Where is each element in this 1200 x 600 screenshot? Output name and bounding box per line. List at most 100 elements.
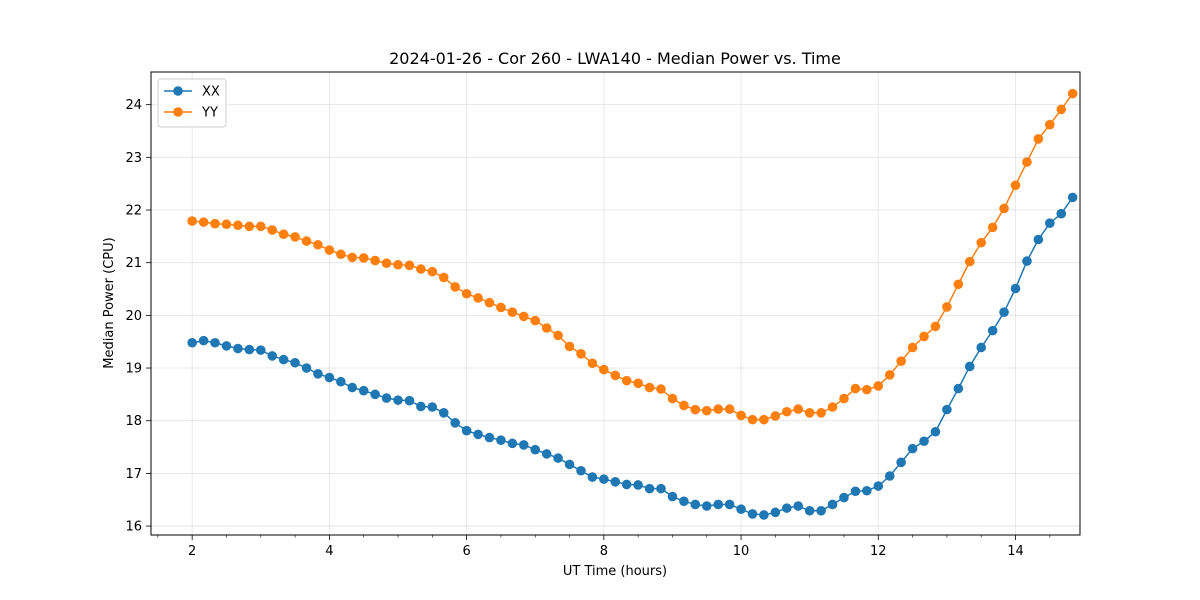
legend-item-xx: XX: [164, 85, 220, 100]
data-point-xx: [610, 476, 621, 487]
data-point-xx: [347, 382, 358, 393]
data-point-xx: [518, 440, 529, 450]
data-point-xx: [942, 404, 952, 415]
data-point-yy: [816, 407, 826, 418]
data-point-yy: [301, 236, 312, 246]
data-point-xx: [1067, 192, 1078, 203]
data-point-yy: [358, 253, 369, 263]
data-point-xx: [404, 395, 415, 406]
data-point-xx: [907, 443, 918, 454]
legend-marker: [173, 86, 183, 96]
data-point-xx: [599, 474, 609, 484]
chart-title: 2024-01-26 - Cor 260 - LWA140 - Median P…: [389, 49, 841, 68]
data-point-yy: [999, 203, 1009, 214]
data-point-xx: [313, 369, 323, 379]
y-tick-label: 19: [125, 362, 142, 377]
data-point-yy: [907, 342, 918, 353]
data-point-yy: [1033, 134, 1044, 144]
data-point-yy: [782, 406, 792, 417]
data-point-xx: [736, 504, 746, 514]
data-point-xx: [244, 344, 255, 355]
data-point-xx: [210, 337, 220, 348]
data-point-xx: [873, 481, 884, 491]
data-point-yy: [1067, 88, 1078, 99]
x-tick-label: 8: [600, 544, 608, 559]
data-point-yy: [1022, 157, 1032, 167]
data-point-yy: [210, 218, 220, 229]
data-point-xx: [1022, 256, 1032, 266]
series-line-xx: [192, 196, 1074, 516]
data-point-xx: [793, 501, 804, 511]
data-point-yy: [656, 384, 666, 394]
data-point-yy: [278, 229, 289, 240]
y-tick-label: 17: [125, 467, 142, 482]
data-point-xx: [473, 429, 483, 440]
data-point-xx: [724, 499, 735, 510]
data-point-yy: [416, 264, 426, 274]
data-point-yy: [770, 411, 781, 421]
plot-frame: [150, 71, 1081, 536]
data-point-yy: [553, 330, 563, 341]
data-point-xx: [633, 480, 643, 490]
data-point-xx: [484, 432, 495, 443]
data-point-yy: [759, 414, 769, 425]
data-point-yy: [221, 219, 232, 230]
data-point-xx: [976, 342, 986, 353]
data-point-yy: [884, 370, 895, 380]
legend-label: XX: [202, 85, 220, 100]
data-point-xx: [358, 385, 369, 396]
data-point-yy: [450, 282, 460, 292]
legend-item-yy: YY: [164, 106, 218, 121]
data-point-xx: [427, 402, 438, 412]
data-point-yy: [793, 404, 804, 414]
data-point-yy: [518, 311, 529, 322]
data-point-yy: [393, 259, 403, 270]
data-point-yy: [621, 375, 632, 386]
data-point-xx: [816, 505, 826, 516]
data-point-xx: [198, 335, 209, 346]
data-point-xx: [919, 436, 929, 447]
data-point-yy: [701, 405, 712, 416]
x-axis-label: UT Time (hours): [563, 564, 667, 579]
y-tick-label: 22: [125, 204, 142, 219]
legend-label: YY: [201, 106, 218, 121]
data-point-xx: [679, 496, 689, 507]
data-point-yy: [919, 331, 929, 342]
data-point-xx: [290, 357, 300, 368]
data-point-yy: [473, 293, 483, 303]
data-point-yy: [804, 407, 815, 418]
x-tick-label: 12: [870, 544, 887, 559]
data-point-xx: [576, 465, 586, 476]
data-point-yy: [667, 393, 678, 404]
data-point-yy: [690, 404, 701, 415]
x-tick-label: 4: [325, 544, 333, 559]
data-point-yy: [530, 315, 541, 326]
data-point-yy: [541, 323, 552, 333]
data-point-yy: [484, 297, 495, 308]
data-point-yy: [507, 307, 518, 317]
data-point-yy: [198, 217, 209, 227]
data-point-yy: [953, 279, 964, 290]
data-point-yy: [862, 384, 872, 395]
data-point-yy: [461, 288, 472, 299]
data-point-yy: [896, 356, 906, 366]
data-point-yy: [404, 260, 415, 271]
data-point-yy: [564, 341, 575, 352]
data-point-yy: [438, 272, 449, 283]
data-point-xx: [644, 483, 655, 494]
data-point-xx: [690, 499, 701, 510]
data-point-xx: [759, 510, 769, 520]
data-point-xx: [862, 485, 872, 496]
data-point-xx: [301, 363, 312, 373]
y-axis-label: Median Power (CPU): [102, 237, 117, 368]
data-point-xx: [884, 471, 895, 481]
data-point-xx: [496, 435, 506, 445]
y-tick-label: 21: [125, 256, 142, 271]
data-point-xx: [987, 325, 998, 336]
data-point-xx: [530, 444, 541, 455]
x-tick-label: 10: [733, 544, 750, 559]
data-point-xx: [450, 418, 460, 428]
data-point-yy: [724, 404, 735, 414]
data-point-yy: [599, 364, 609, 375]
